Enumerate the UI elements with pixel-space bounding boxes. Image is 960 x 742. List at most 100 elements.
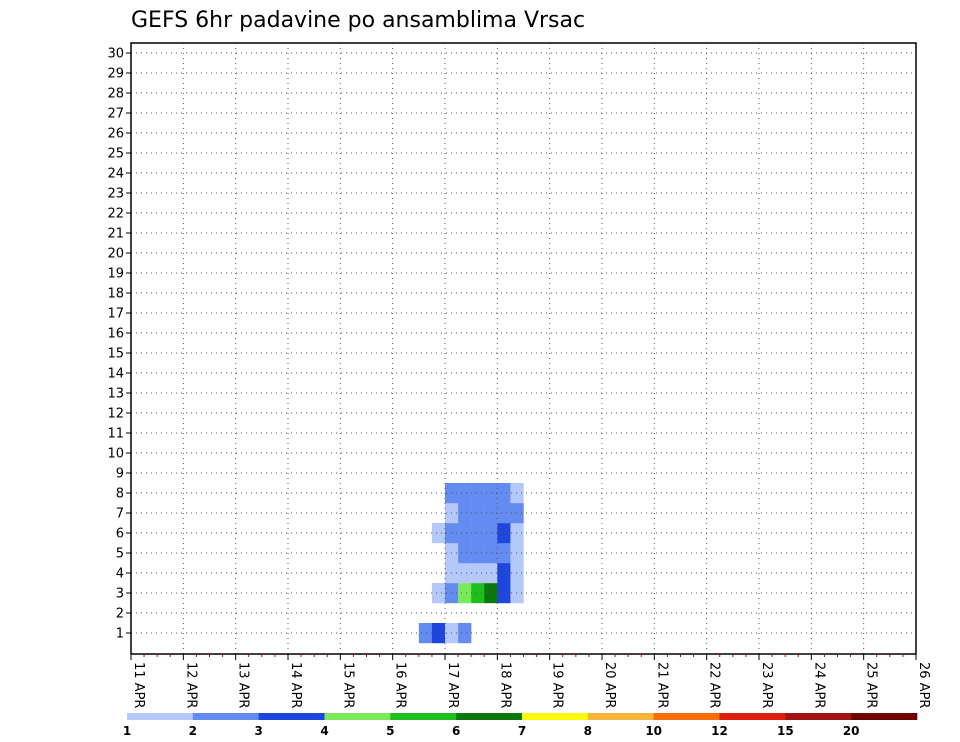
colorbar-swatch bbox=[192, 713, 259, 720]
y-tick-label: 6 bbox=[116, 527, 124, 542]
colorbar: 1 2 3 4 5 6 7 8 10 12 15 20 bbox=[123, 713, 918, 738]
heatmap-cell bbox=[471, 543, 485, 564]
heatmap-cell bbox=[510, 543, 524, 564]
heatmap-cell bbox=[510, 483, 524, 504]
heatmap-cell bbox=[497, 523, 511, 544]
x-tick-label: 16 APR bbox=[393, 662, 408, 708]
y-tick-label: 28 bbox=[107, 87, 124, 102]
heatmap-cell bbox=[510, 583, 524, 604]
x-axis-ticks: 11 APR 12 APR 13 APR 14 APR 15 APR 16 APR 17 A… bbox=[130, 654, 931, 708]
y-tick-label: 18 bbox=[107, 287, 124, 302]
heatmap-cell bbox=[484, 543, 498, 564]
y-tick-label: 4 bbox=[116, 567, 124, 582]
colorbar-label: 1 bbox=[123, 724, 131, 738]
heatmap-cell bbox=[458, 523, 472, 544]
y-tick-label: 16 bbox=[107, 327, 124, 342]
x-tick-label: 15 APR bbox=[340, 662, 355, 708]
heatmap-cell bbox=[458, 503, 472, 524]
colorbar-swatch bbox=[456, 713, 523, 720]
heatmap-cell bbox=[497, 543, 511, 564]
x-tick-label: 12 APR bbox=[183, 662, 198, 708]
x-tick-label: 18 APR bbox=[497, 662, 512, 708]
x-tick-label: 20 APR bbox=[602, 662, 617, 708]
colorbar-swatch bbox=[653, 713, 720, 720]
heatmap-cell bbox=[510, 503, 524, 524]
colorbar-swatch bbox=[324, 713, 391, 720]
colorbar-swatch bbox=[851, 713, 918, 720]
colorbar-swatch bbox=[258, 713, 325, 720]
y-tick-label: 14 bbox=[107, 367, 124, 382]
x-tick-label: 11 APR bbox=[131, 662, 146, 708]
colorbar-label: 15 bbox=[777, 724, 794, 738]
heatmap-cell bbox=[484, 503, 498, 524]
y-tick-label: 2 bbox=[116, 607, 124, 622]
y-tick-label: 19 bbox=[107, 267, 124, 282]
heatmap-cell bbox=[458, 583, 472, 604]
y-tick-label: 10 bbox=[107, 447, 124, 462]
y-tick-label: 5 bbox=[116, 547, 124, 562]
heatmap-cell bbox=[471, 523, 485, 544]
colorbar-swatch bbox=[127, 713, 194, 720]
x-tick-label: 21 APR bbox=[654, 662, 669, 708]
colorbar-label: 2 bbox=[189, 724, 197, 738]
y-axis-ticks: 1234567891011121314151617181920212223242… bbox=[107, 47, 131, 642]
colorbar-label: 10 bbox=[645, 724, 662, 738]
heatmap-cell bbox=[484, 563, 498, 584]
colorbar-label: 6 bbox=[452, 724, 460, 738]
y-tick-label: 26 bbox=[107, 127, 124, 142]
heatmap-cell bbox=[458, 483, 472, 504]
y-tick-label: 3 bbox=[116, 587, 124, 602]
y-tick-label: 11 bbox=[107, 427, 124, 442]
x-tick-label: 17 APR bbox=[445, 662, 460, 708]
heatmap-cell bbox=[458, 543, 472, 564]
y-tick-label: 25 bbox=[107, 147, 124, 162]
heatmap-cell bbox=[418, 623, 433, 644]
y-tick-label: 27 bbox=[107, 107, 124, 122]
heatmap-cell bbox=[484, 583, 498, 604]
chart-title: GEFS 6hr padavine po ansamblima Vrsac bbox=[131, 8, 585, 33]
x-tick-label: 24 APR bbox=[811, 662, 826, 708]
colorbar-label: 20 bbox=[843, 724, 860, 738]
heatmap-cell bbox=[431, 623, 446, 644]
colorbar-swatch bbox=[522, 713, 589, 720]
y-tick-label: 8 bbox=[116, 487, 124, 502]
heatmap-cell bbox=[471, 583, 485, 604]
x-tick-label: 13 APR bbox=[236, 662, 251, 708]
heatmap-cell bbox=[497, 483, 511, 504]
colorbar-label: 8 bbox=[584, 724, 592, 738]
heatmap-cell bbox=[484, 483, 498, 504]
heatmap-cell bbox=[497, 563, 511, 584]
x-tick-label: 25 APR bbox=[864, 662, 879, 708]
colorbar-swatch bbox=[785, 713, 852, 720]
heatmap-cell bbox=[510, 523, 524, 544]
heatmap-cell bbox=[497, 503, 511, 524]
colorbar-label: 4 bbox=[320, 724, 328, 738]
y-tick-label: 7 bbox=[116, 507, 124, 522]
colorbar-swatch bbox=[587, 713, 654, 720]
grid-lines bbox=[131, 43, 917, 654]
heatmap-cell bbox=[471, 483, 485, 504]
heatmap-cell bbox=[431, 523, 446, 544]
y-tick-label: 24 bbox=[107, 167, 124, 182]
y-tick-label: 17 bbox=[107, 307, 124, 322]
y-tick-label: 15 bbox=[107, 347, 124, 362]
x-tick-label: 26 APR bbox=[916, 662, 931, 708]
y-tick-label: 21 bbox=[107, 227, 124, 242]
heatmap-cell bbox=[431, 583, 446, 604]
y-tick-label: 23 bbox=[107, 187, 124, 202]
heatmap-cell bbox=[458, 563, 472, 584]
x-tick-label: 14 APR bbox=[288, 662, 303, 708]
y-tick-label: 12 bbox=[107, 407, 124, 422]
heatmap-cell bbox=[510, 563, 524, 584]
colorbar-label: 5 bbox=[386, 724, 394, 738]
x-tick-label: 23 APR bbox=[759, 662, 774, 708]
heatmap-cell bbox=[497, 583, 511, 604]
y-tick-label: 22 bbox=[107, 207, 124, 222]
y-tick-label: 9 bbox=[116, 467, 124, 482]
colorbar-label: 3 bbox=[254, 724, 262, 738]
colorbar-swatch bbox=[390, 713, 457, 720]
y-tick-label: 13 bbox=[107, 387, 124, 402]
heatmap-cell bbox=[471, 563, 485, 584]
x-tick-label: 19 APR bbox=[550, 662, 565, 708]
